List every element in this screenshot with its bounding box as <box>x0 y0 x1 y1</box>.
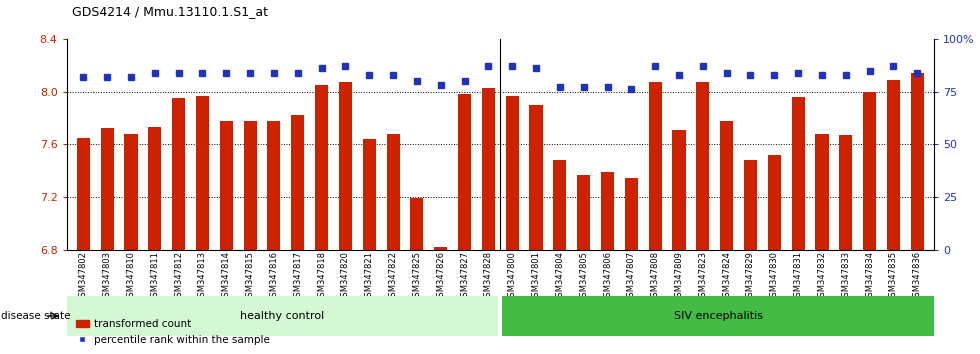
Text: SIV encephalitis: SIV encephalitis <box>673 311 762 321</box>
Bar <box>196 96 209 250</box>
Bar <box>363 139 375 250</box>
Bar <box>76 138 90 250</box>
Bar <box>554 160 566 250</box>
Bar <box>601 172 614 250</box>
Bar <box>625 178 638 250</box>
Text: healthy control: healthy control <box>240 311 324 321</box>
Bar <box>315 85 328 250</box>
Bar <box>744 160 757 250</box>
Bar <box>386 134 400 250</box>
Bar <box>720 121 733 250</box>
Text: disease state: disease state <box>1 311 71 321</box>
Bar <box>148 127 162 250</box>
Bar <box>672 130 686 250</box>
Bar <box>506 96 518 250</box>
Text: GDS4214 / Mmu.13110.1.S1_at: GDS4214 / Mmu.13110.1.S1_at <box>72 5 268 18</box>
Bar <box>863 92 876 250</box>
Bar <box>124 134 137 250</box>
Bar <box>910 73 924 250</box>
Bar <box>529 105 543 250</box>
Bar <box>577 175 590 250</box>
Bar <box>220 121 233 250</box>
Bar <box>172 98 185 250</box>
Bar <box>815 134 828 250</box>
Bar <box>244 121 257 250</box>
Bar <box>411 198 423 250</box>
Bar <box>696 82 710 250</box>
Bar <box>649 82 662 250</box>
Bar <box>291 115 305 250</box>
Bar <box>339 82 352 250</box>
Bar <box>101 129 114 250</box>
Bar <box>887 80 900 250</box>
Bar <box>482 88 495 250</box>
Bar <box>792 97 805 250</box>
Bar <box>458 94 471 250</box>
Bar <box>839 135 853 250</box>
Bar <box>268 121 280 250</box>
Bar <box>767 155 781 250</box>
Bar <box>434 247 447 250</box>
Legend: transformed count, percentile rank within the sample: transformed count, percentile rank withi… <box>72 315 273 349</box>
